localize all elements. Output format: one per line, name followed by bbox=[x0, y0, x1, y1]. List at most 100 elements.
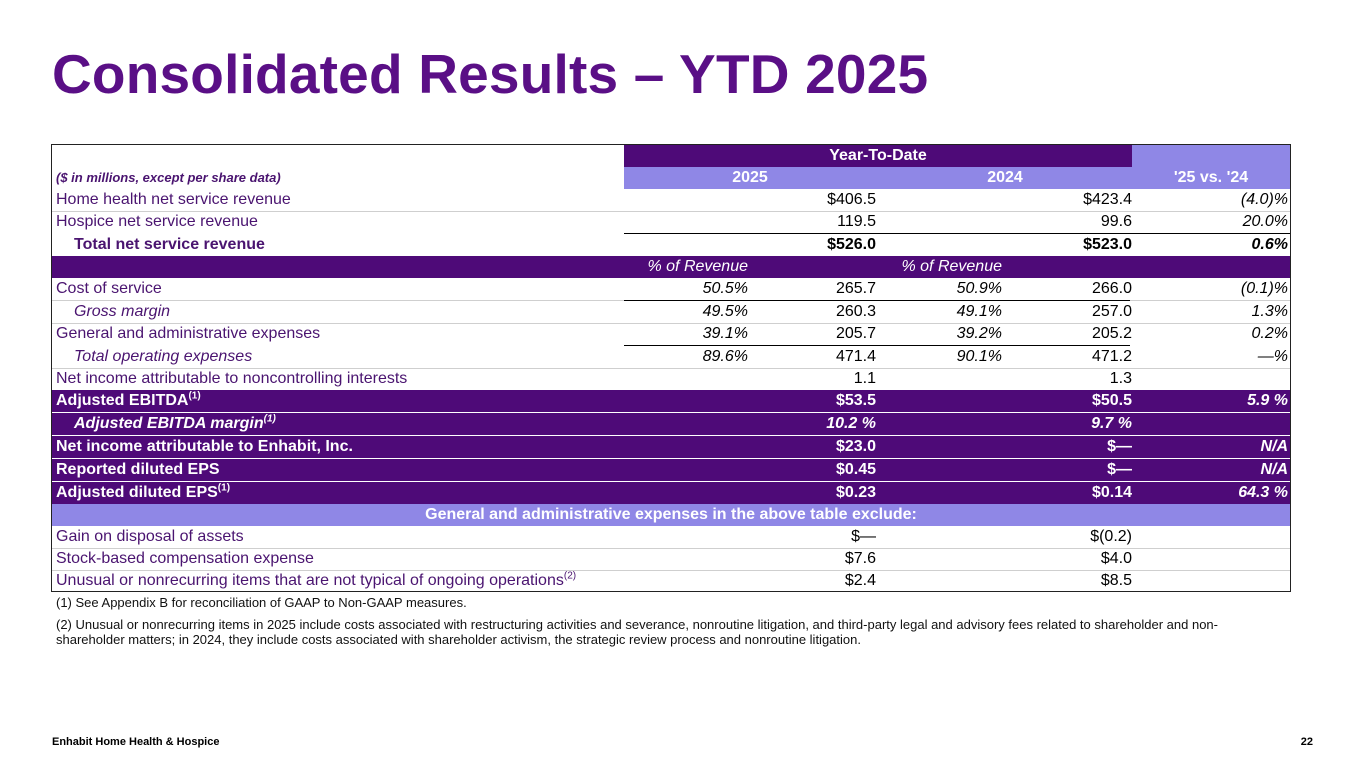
row-label: Hospice net service revenue bbox=[56, 213, 258, 230]
row-label: Unusual or nonrecurring items that are n… bbox=[56, 570, 577, 589]
percent-header-row: % of Revenue % of Revenue bbox=[52, 256, 1290, 278]
table-row: Adjusted diluted EPS(1) $0.23 $0.14 64.3… bbox=[52, 482, 1290, 505]
change-value: 5.9 % bbox=[1247, 392, 1288, 409]
change-value: —% bbox=[1257, 348, 1288, 365]
value-2024: 266.0 bbox=[1091, 280, 1132, 297]
change-value: 1.3% bbox=[1251, 303, 1288, 320]
table-row: Total net service revenue $526.0 $523.0 … bbox=[52, 234, 1290, 256]
table-row: Hospice net service revenue 119.5 99.6 2… bbox=[52, 211, 1290, 233]
value-2025: $— bbox=[851, 528, 876, 545]
page-number: 22 bbox=[1300, 736, 1313, 748]
table-row: Stock-based compensation expense $7.6 $4… bbox=[52, 548, 1290, 571]
change-value: (0.1)% bbox=[1240, 280, 1288, 297]
value-2025: $2.4 bbox=[844, 572, 876, 589]
table-row: Gain on disposal of assets $— $(0.2) bbox=[52, 526, 1290, 549]
row-label: Home health net service revenue bbox=[56, 191, 291, 208]
value-2025: 471.4 bbox=[835, 348, 876, 365]
value-2024: 99.6 bbox=[1100, 213, 1132, 230]
value-2024: 1.3 bbox=[1109, 370, 1132, 387]
table-row: Home health net service revenue $406.5 $… bbox=[52, 189, 1290, 212]
footer-brand: Enhabit Home Health & Hospice bbox=[52, 736, 220, 748]
change-value: N/A bbox=[1260, 438, 1288, 455]
value-2024: 9.7 % bbox=[1091, 415, 1132, 432]
value-2025: 119.5 bbox=[837, 213, 876, 230]
change-value: 20.0% bbox=[1242, 213, 1288, 230]
results-table: Year-To-Date ($ in millions, except per … bbox=[51, 144, 1291, 592]
header-lavender-cells bbox=[624, 167, 1290, 189]
value-2024: 471.2 bbox=[1091, 348, 1132, 365]
value-2025: $406.5 bbox=[827, 191, 876, 208]
value-2025: 205.7 bbox=[835, 325, 876, 342]
row-label: General and administrative expenses bbox=[56, 325, 321, 342]
table-row: Unusual or nonrecurring items that are n… bbox=[52, 570, 1290, 592]
row-label: Adjusted diluted EPS(1) bbox=[56, 482, 231, 501]
units-note: ($ in millions, except per share data) bbox=[56, 170, 281, 185]
row-label: Adjusted EBITDA(1) bbox=[56, 390, 201, 409]
pct-2025: 39.1% bbox=[702, 325, 748, 342]
page-title: Consolidated Results – YTD 2025 bbox=[52, 43, 929, 105]
pct-revenue-2025: % of Revenue bbox=[647, 258, 748, 275]
year-2024-header: 2024 bbox=[987, 169, 1023, 186]
pct-revenue-2024: % of Revenue bbox=[901, 258, 1002, 275]
opex-rule bbox=[624, 345, 1130, 346]
footnote-1: (1) See Appendix B for reconciliation of… bbox=[56, 595, 467, 610]
row-label: Reported diluted EPS bbox=[56, 461, 220, 478]
footnote-2: (2) Unusual or nonrecurring items in 202… bbox=[56, 617, 1218, 647]
total-rule bbox=[624, 233, 1290, 234]
row-label: Gain on disposal of assets bbox=[56, 528, 244, 545]
pct-2025: 49.5% bbox=[702, 303, 748, 320]
value-2024: $— bbox=[1107, 438, 1132, 455]
value-2024: $523.0 bbox=[1083, 236, 1132, 253]
row-label: Stock-based compensation expense bbox=[56, 550, 314, 567]
pct-2024: 50.9% bbox=[956, 280, 1002, 297]
row-label: Adjusted EBITDA margin(1) bbox=[74, 413, 276, 432]
change-value: (4.0)% bbox=[1240, 191, 1288, 208]
exclude-header: General and administrative expenses in t… bbox=[425, 506, 917, 523]
pct-2024: 49.1% bbox=[956, 303, 1002, 320]
row-label: Net income attributable to Enhabit, Inc. bbox=[56, 438, 353, 455]
value-2025: $0.45 bbox=[835, 461, 876, 478]
value-2025: $526.0 bbox=[827, 236, 876, 253]
value-2025: $53.5 bbox=[835, 392, 876, 409]
value-2025: 10.2 % bbox=[826, 415, 876, 432]
row-label: Cost of service bbox=[56, 280, 162, 297]
exclude-header-row: General and administrative expenses in t… bbox=[52, 504, 1290, 526]
year-to-date-label: Year-To-Date bbox=[829, 147, 927, 164]
change-header-bg bbox=[1132, 145, 1290, 167]
pct-2024: 39.2% bbox=[956, 325, 1002, 342]
row-label: Gross margin bbox=[74, 303, 171, 320]
change-value: 0.2% bbox=[1251, 325, 1288, 342]
value-2025: 260.3 bbox=[835, 303, 876, 320]
pct-2024: 90.1% bbox=[956, 348, 1002, 365]
value-2024: $50.5 bbox=[1091, 392, 1132, 409]
value-2024: $4.0 bbox=[1100, 550, 1132, 567]
pct-2025: 89.6% bbox=[702, 348, 748, 365]
change-value: N/A bbox=[1260, 461, 1288, 478]
pct-2025: 50.5% bbox=[702, 280, 748, 297]
value-2025: 265.7 bbox=[835, 280, 876, 297]
table-row: Cost of service 50.5% 265.7 50.9% 266.0 … bbox=[52, 278, 1290, 301]
value-2024: 205.2 bbox=[1091, 325, 1132, 342]
row-label: Net income attributable to noncontrollin… bbox=[56, 370, 408, 387]
table-row: Gross margin 49.5% 260.3 49.1% 257.0 1.3… bbox=[52, 301, 1290, 324]
year-to-date-header: Year-To-Date bbox=[624, 145, 1132, 167]
value-2025: $0.23 bbox=[835, 484, 876, 501]
value-2024: $8.5 bbox=[1100, 572, 1132, 589]
change-value: 64.3 % bbox=[1238, 484, 1288, 501]
table-row: General and administrative expenses 39.1… bbox=[52, 323, 1290, 345]
change-header: '25 vs. '24 bbox=[1173, 169, 1249, 186]
row-label: Total operating expenses bbox=[74, 348, 253, 365]
value-2024: $(0.2) bbox=[1090, 528, 1132, 545]
value-2024: $— bbox=[1107, 461, 1132, 478]
table-row: Net income attributable to Enhabit, Inc.… bbox=[52, 436, 1290, 459]
gross-rule bbox=[624, 300, 1130, 301]
table-row: Adjusted EBITDA(1) $53.5 $50.5 5.9 % bbox=[52, 390, 1290, 413]
table-row: Total operating expenses 89.6% 471.4 90.… bbox=[52, 346, 1290, 369]
table-row: Adjusted EBITDA margin(1) 10.2 % 9.7 % bbox=[52, 413, 1290, 436]
value-2024: $0.14 bbox=[1091, 484, 1132, 501]
value-2024: 257.0 bbox=[1091, 303, 1132, 320]
table-row: Reported diluted EPS $0.45 $— N/A bbox=[52, 459, 1290, 482]
value-2025: $7.6 bbox=[844, 550, 876, 567]
row-label: Total net service revenue bbox=[74, 236, 265, 253]
value-2025: $23.0 bbox=[835, 438, 876, 455]
